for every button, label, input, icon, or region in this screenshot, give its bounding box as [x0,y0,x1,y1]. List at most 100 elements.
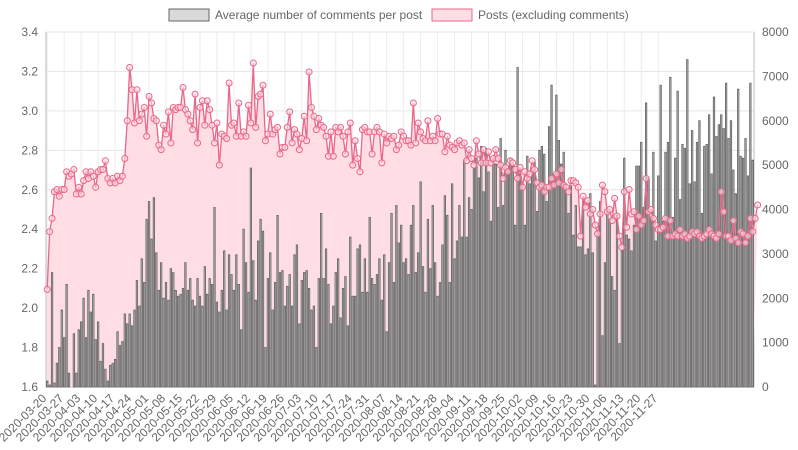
comments-bar [669,76,672,388]
posts-point [395,141,403,149]
comments-bar [550,84,553,388]
comments-bar [203,266,206,388]
comments-bar [162,297,165,388]
posts-point [138,110,146,118]
comments-bar [252,260,255,388]
posts-point [640,217,648,225]
posts-point [126,64,134,71]
comments-bar [143,282,146,388]
comments-bar [322,278,325,388]
comments-bar [463,159,466,388]
comments-bar [657,175,660,388]
posts-point [635,212,643,220]
comments-bar [659,84,662,388]
comments-bar [160,262,163,388]
posts-point [293,130,301,138]
comments-bar [135,280,139,388]
comments-bar [138,305,141,388]
comments-bar [625,234,628,388]
comments-bar [506,171,510,388]
comments-bar [603,262,606,388]
posts-point [133,86,141,94]
comments-bar [417,252,420,388]
posts-point [742,239,750,247]
posts-point [509,159,517,167]
comments-bar [218,311,221,388]
comments-bar [356,248,359,388]
comments-bar [327,283,330,388]
comments-bar [264,347,267,388]
comments-bar [482,191,485,388]
comments-bar [87,289,90,388]
posts-point [322,132,330,140]
posts-point [499,174,507,182]
comments-bar [497,207,500,388]
posts-point [412,139,420,147]
comments-bar [193,305,197,388]
legend-swatch-comments [168,8,210,22]
comments-bar [332,305,335,388]
comments-bar [293,254,296,388]
comments-bar [608,218,611,388]
posts-point [465,146,473,154]
comments-bar [128,313,131,388]
posts-point [327,128,335,136]
comments-bar [344,276,347,388]
comments-bar [60,309,63,388]
comments-bar [671,216,674,388]
comments-bar [591,252,594,388]
posts-point [717,188,725,196]
comments-bar [642,207,645,388]
comments-bar [443,195,446,388]
posts-point [552,170,560,178]
comments-bar [451,183,454,388]
comments-bar [489,220,493,388]
comments-bar [48,384,51,388]
comments-bar [387,262,391,388]
posts-point [75,183,83,191]
comments-bar [533,161,536,388]
comments-bar [504,149,507,388]
comments-bar [184,262,187,388]
comments-bar [509,157,512,388]
comments-bar [577,246,580,388]
comments-bar [548,126,551,388]
posts-point [744,232,752,240]
comments-bar [67,372,71,388]
comments-bar [637,165,640,388]
comments-bar [569,185,573,388]
comments-bar [436,295,439,388]
comments-bar [232,289,236,388]
posts-point [557,166,565,174]
legend-label-comments: Average number of comments per post [215,8,423,22]
comments-bar [744,138,747,388]
comments-bar [708,114,711,388]
comments-bar [191,299,194,388]
comments-bar [111,362,114,388]
comments-bar [101,343,105,388]
comments-bar [269,252,272,388]
comments-bar [686,59,689,388]
posts-point [666,217,674,225]
comments-bar [615,214,619,388]
comments-bar [77,329,80,388]
posts-point [615,232,623,240]
comments-bar [145,218,148,388]
comments-bar [354,295,357,388]
y-axis-right: 0 1000 2000 3000 4000 5000 6000 7000 8000 [762,25,789,394]
posts-point [565,188,573,196]
comments-bar [317,278,320,388]
comments-bar [375,274,379,388]
posts-point [531,166,539,174]
comments-bar [700,212,703,388]
comments-bar [240,329,243,388]
posts-point [594,230,602,238]
comments-bar [198,295,202,388]
comments-bar [63,337,66,388]
comments-bar [201,305,204,388]
comments-bar [116,331,119,388]
y-right-tick-label: 4000 [762,203,789,217]
posts-point [89,172,97,180]
posts-point [729,217,737,225]
comments-bar [470,209,473,388]
